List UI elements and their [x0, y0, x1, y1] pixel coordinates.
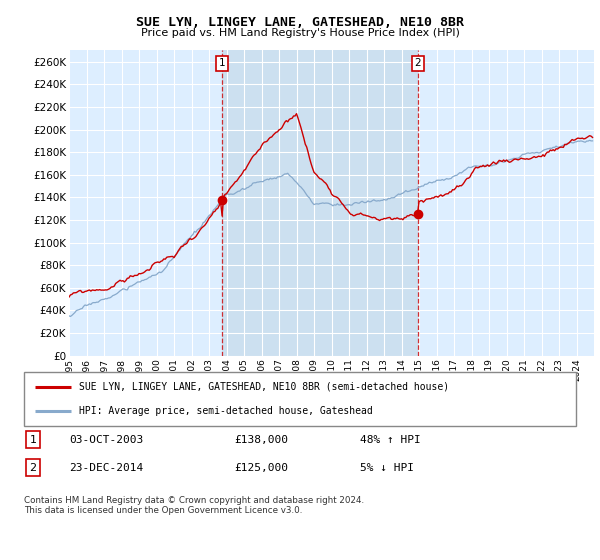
- Text: 1: 1: [29, 435, 37, 445]
- Text: £125,000: £125,000: [234, 463, 288, 473]
- FancyBboxPatch shape: [24, 372, 576, 426]
- Text: 48% ↑ HPI: 48% ↑ HPI: [360, 435, 421, 445]
- Text: HPI: Average price, semi-detached house, Gateshead: HPI: Average price, semi-detached house,…: [79, 406, 373, 416]
- Bar: [222, 50, 418, 356]
- Text: Contains HM Land Registry data © Crown copyright and database right 2024.
This d: Contains HM Land Registry data © Crown c…: [24, 496, 364, 515]
- Text: £138,000: £138,000: [234, 435, 288, 445]
- Text: SUE LYN, LINGEY LANE, GATESHEAD, NE10 8BR: SUE LYN, LINGEY LANE, GATESHEAD, NE10 8B…: [136, 16, 464, 29]
- Text: 5% ↓ HPI: 5% ↓ HPI: [360, 463, 414, 473]
- Text: SUE LYN, LINGEY LANE, GATESHEAD, NE10 8BR (semi-detached house): SUE LYN, LINGEY LANE, GATESHEAD, NE10 8B…: [79, 382, 449, 392]
- Text: 23-DEC-2014: 23-DEC-2014: [69, 463, 143, 473]
- Text: 1: 1: [219, 58, 226, 68]
- Text: 03-OCT-2003: 03-OCT-2003: [69, 435, 143, 445]
- Text: Price paid vs. HM Land Registry's House Price Index (HPI): Price paid vs. HM Land Registry's House …: [140, 28, 460, 38]
- Text: 2: 2: [414, 58, 421, 68]
- Text: 2: 2: [29, 463, 37, 473]
